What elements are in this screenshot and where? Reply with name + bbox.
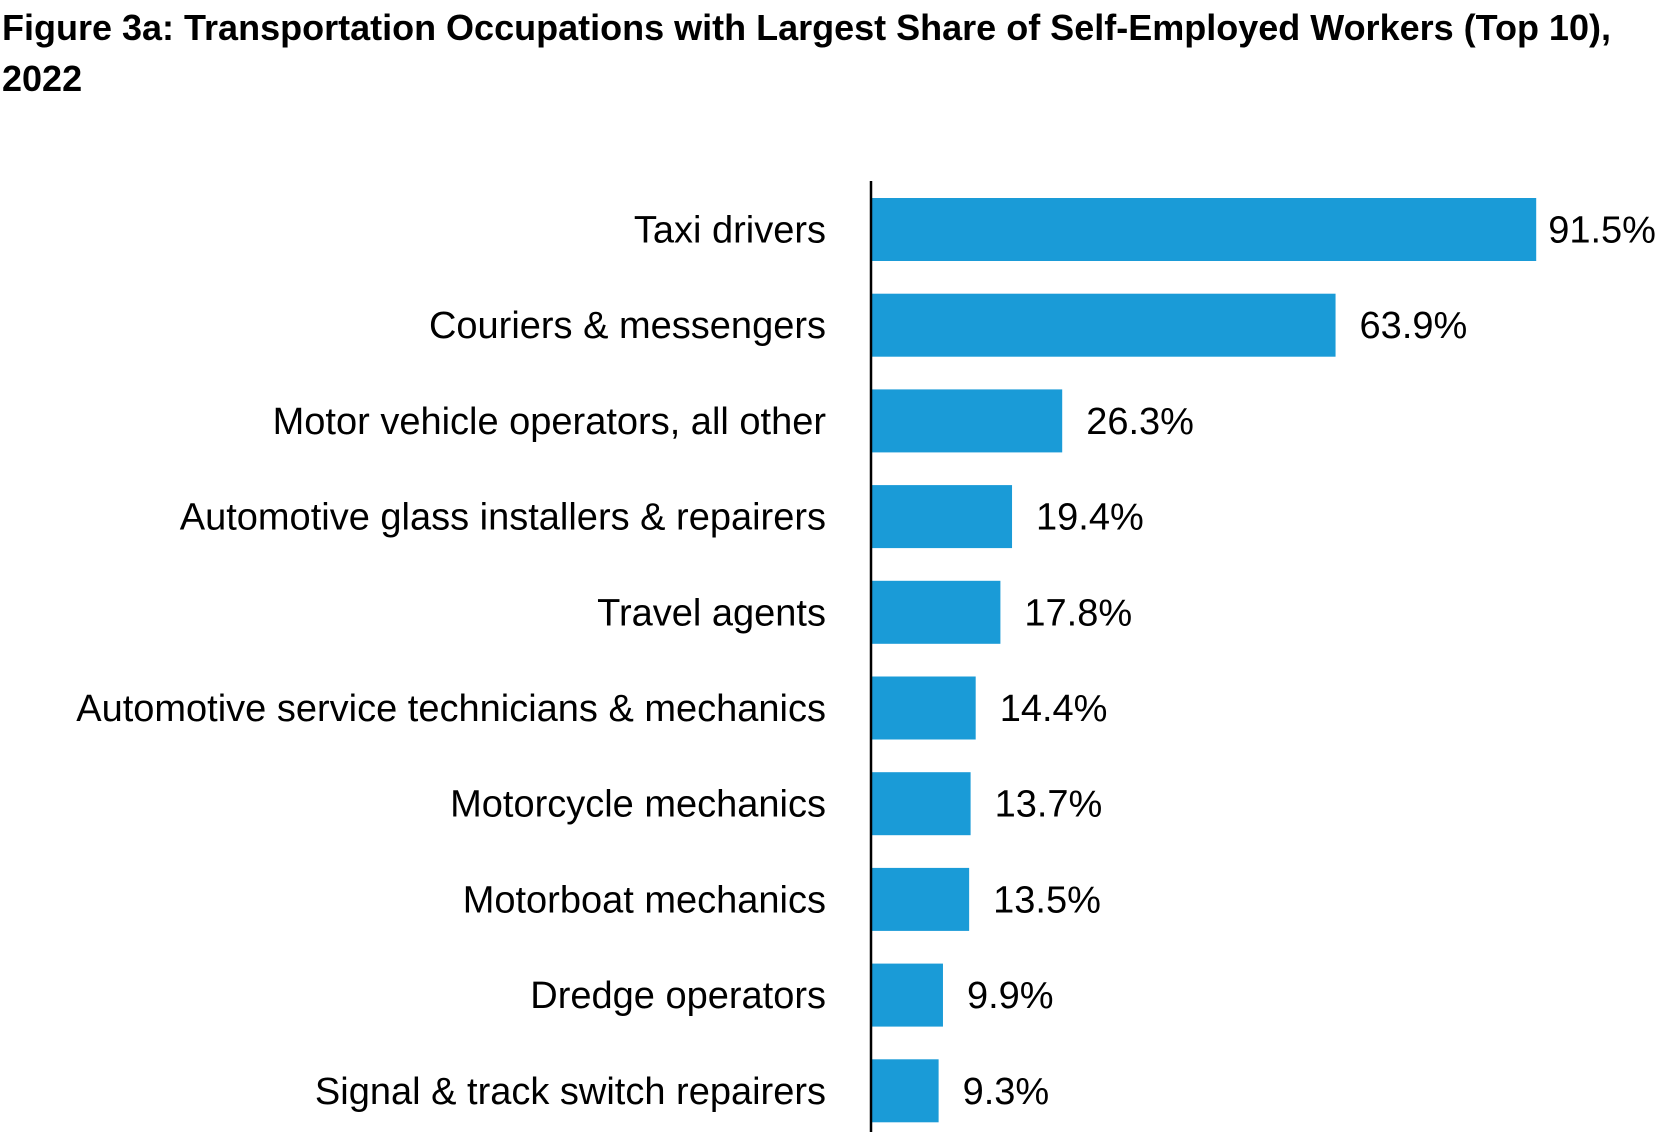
- category-label: Automotive glass installers & repairers: [180, 497, 826, 539]
- bar: [871, 580, 1001, 644]
- data-label: 63.9%: [1360, 305, 1468, 347]
- bar: [871, 772, 971, 836]
- category-label: Travel agents: [597, 592, 826, 634]
- bar: [871, 867, 970, 931]
- bar: [871, 485, 1013, 549]
- category-label: Signal & track switch repairers: [315, 1071, 826, 1113]
- data-label: 14.4%: [1000, 688, 1108, 730]
- category-label: Motorboat mechanics: [463, 879, 826, 921]
- bar: [871, 963, 943, 1027]
- data-label: 9.3%: [963, 1071, 1050, 1113]
- bar: [871, 293, 1336, 357]
- bar: [871, 676, 976, 740]
- data-label: 19.4%: [1036, 497, 1144, 539]
- title-part: of Self-Employed Workers (Top 10), 2022: [2, 7, 1611, 99]
- chart-title: Figure 3a: Transportation Occupations wi…: [2, 2, 1667, 104]
- bar: [871, 198, 1537, 261]
- data-label: 91.5%: [1548, 210, 1656, 252]
- bar: [871, 1059, 939, 1123]
- data-label: 17.8%: [1024, 592, 1132, 634]
- category-label: Automotive service technicians & mechani…: [76, 688, 826, 730]
- category-label: Motor vehicle operators, all other: [273, 401, 827, 443]
- title-part: Figure 3a: Transportation Occupations wi…: [2, 7, 897, 48]
- data-label: 13.7%: [995, 784, 1103, 826]
- category-label: Couriers & messengers: [429, 305, 826, 347]
- data-label: 9.9%: [967, 975, 1054, 1017]
- bar: [871, 389, 1063, 453]
- title-emphasis: Share: [896, 7, 997, 48]
- category-label: Dredge operators: [530, 975, 826, 1017]
- category-label: Motorcycle mechanics: [450, 784, 826, 826]
- data-label: 13.5%: [993, 879, 1101, 921]
- category-label: Taxi drivers: [634, 210, 826, 252]
- data-label: 26.3%: [1086, 401, 1194, 443]
